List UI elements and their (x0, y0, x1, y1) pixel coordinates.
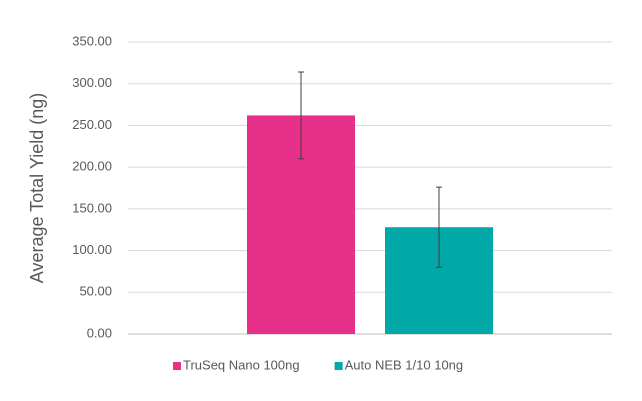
y-tick-label: 150.00 (72, 200, 112, 215)
y-tick-label: 200.00 (72, 159, 112, 174)
y-axis-title: Average Total Yield (ng) (27, 93, 47, 283)
legend-swatch (334, 362, 343, 370)
legend-swatch (173, 362, 181, 370)
y-tick-label: 100.00 (72, 242, 112, 257)
y-tick-label: 50.00 (79, 284, 112, 299)
error-bar (436, 186, 442, 268)
y-tick-label: 0.00 (87, 325, 112, 340)
legend-label: Auto NEB 1/10 10ng (345, 357, 464, 372)
y-tick-label: 300.00 (72, 75, 112, 90)
y-tick-label: 350.00 (72, 33, 112, 48)
y-tick-label: 250.00 (72, 117, 112, 132)
legend-label: TruSeq Nano 100ng (183, 357, 300, 372)
error-bar (298, 71, 304, 160)
